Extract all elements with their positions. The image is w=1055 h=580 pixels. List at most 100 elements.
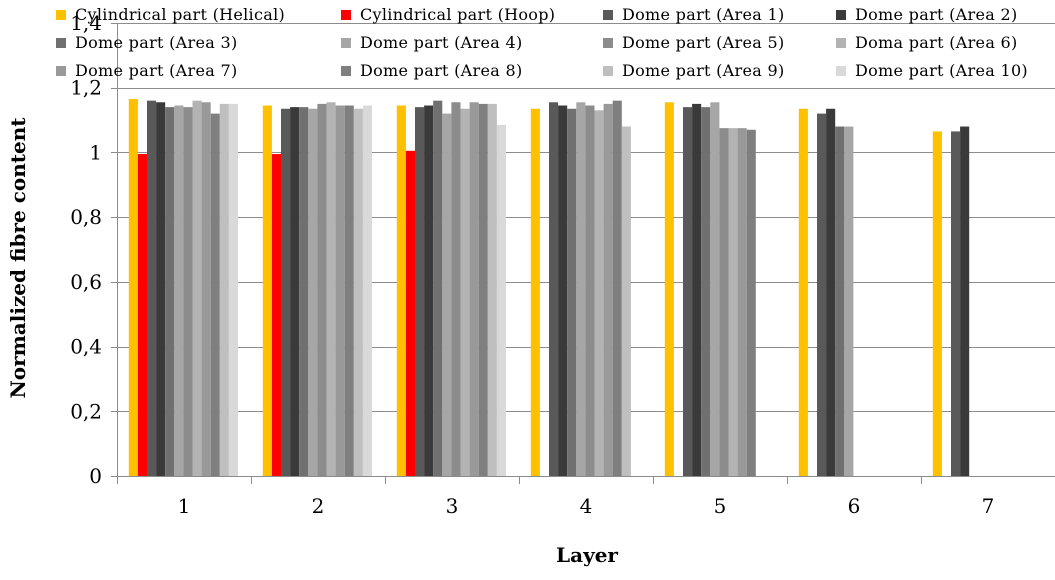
bar (335, 105, 345, 476)
legend-swatch (603, 38, 613, 48)
bar (664, 102, 674, 477)
bars (128, 99, 970, 477)
bar (192, 100, 202, 476)
bar (396, 105, 406, 476)
legend-label: Dome part (Area 9) (622, 61, 785, 80)
bar (798, 108, 808, 476)
legend-swatch (836, 10, 846, 20)
legend-label: Dome part (Area 5) (622, 33, 785, 52)
legend-label: Dome part (Area 2) (855, 5, 1018, 24)
bar (165, 107, 175, 476)
bar (262, 105, 272, 476)
x-tick-label: 5 (714, 494, 727, 518)
bar (951, 131, 961, 476)
legend-item: Dome part (Area 1) (603, 5, 785, 24)
legend-swatch (56, 10, 66, 20)
bar (219, 103, 229, 476)
legend-swatch (341, 10, 351, 20)
bar (299, 107, 309, 476)
legend-label: Dome part (Area 4) (360, 33, 523, 52)
bar (826, 108, 836, 476)
bar (612, 100, 622, 476)
bar (594, 110, 604, 477)
x-tick-label: 7 (982, 494, 995, 518)
y-tick-label: 0,6 (70, 270, 102, 294)
legend-swatch (341, 38, 351, 48)
legend-swatch (603, 66, 613, 76)
bar (147, 100, 157, 476)
bar (719, 128, 729, 476)
bar (585, 105, 595, 476)
legend-label: Doma part (Area 6) (855, 33, 1018, 52)
bar (701, 107, 711, 476)
bar (844, 126, 854, 476)
bar (549, 102, 559, 477)
tick-labels: 0 0,2 0,4 0,6 0,8 1 1,2 1,4 1 2 3 4 5 6 7 (70, 11, 994, 518)
bar (567, 108, 577, 476)
y-tick-label: 1,2 (70, 76, 102, 100)
legend-swatch (603, 10, 613, 20)
bar (621, 126, 631, 476)
bar (201, 102, 211, 477)
y-tick-label: 0 (89, 464, 102, 488)
bar (478, 103, 488, 476)
bar (271, 154, 281, 477)
y-tick-label: 1 (89, 140, 102, 164)
legend-item: Dome part (Area 10) (836, 61, 1028, 80)
bar (817, 113, 827, 476)
bar (469, 102, 479, 477)
bar (433, 100, 443, 476)
bar (683, 107, 693, 476)
legend-item: Dome part (Area 4) (341, 33, 523, 52)
y-tick-label: 0,4 (70, 335, 102, 359)
legend-item: Cylindrical part (Helical) (56, 5, 285, 24)
legend-label: Dome part (Area 3) (75, 33, 238, 52)
bar (362, 105, 372, 476)
bar (308, 108, 318, 476)
bar (530, 108, 540, 476)
bar (487, 103, 497, 476)
legend-item: Cylindrical part (Hoop) (341, 5, 555, 24)
legend-item: Dome part (Area 8) (341, 61, 523, 80)
bar (960, 126, 970, 476)
legend-swatch (56, 38, 66, 48)
bar (415, 107, 425, 476)
legend-label: Dome part (Area 8) (360, 61, 523, 80)
bar (156, 102, 166, 477)
bar (290, 107, 300, 476)
x-tick-label: 6 (848, 494, 861, 518)
bar (317, 103, 327, 476)
bar (128, 99, 138, 476)
bar (353, 108, 363, 476)
x-tick-label: 1 (178, 494, 191, 518)
bar (451, 102, 461, 477)
x-tick-label: 2 (312, 494, 325, 518)
y-tick-label: 0,8 (70, 205, 102, 229)
bar (603, 103, 613, 476)
legend-item: Dome part (Area 9) (603, 61, 785, 80)
bar (281, 108, 291, 476)
x-tick-label: 4 (580, 494, 593, 518)
legend-item: Dome part (Area 3) (56, 33, 238, 52)
bar (326, 102, 336, 477)
legend-label: Cylindrical part (Hoop) (360, 5, 555, 24)
legend-label: Cylindrical part (Helical) (75, 5, 285, 24)
legend-label: Dome part (Area 7) (75, 61, 238, 80)
legend-item: Dome part (Area 5) (603, 33, 785, 52)
bar (496, 124, 506, 477)
legend-item: Dome part (Area 7) (56, 61, 238, 80)
legend: Cylindrical part (Helical) Cylindrical pa… (56, 5, 1028, 80)
legend-label: Dome part (Area 10) (855, 61, 1028, 80)
legend-label: Dome part (Area 1) (622, 5, 785, 24)
legend-item: Dome part (Area 2) (836, 5, 1018, 24)
y-axis-title: Normalized fibre content (6, 117, 30, 399)
bar (576, 102, 586, 477)
legend-item: Doma part (Area 6) (836, 33, 1018, 52)
y-tick-label: 0,2 (70, 399, 102, 423)
legend-swatch (341, 66, 351, 76)
y-tick-label: 1,4 (70, 11, 102, 35)
bar (183, 107, 193, 476)
axes (117, 23, 1055, 484)
